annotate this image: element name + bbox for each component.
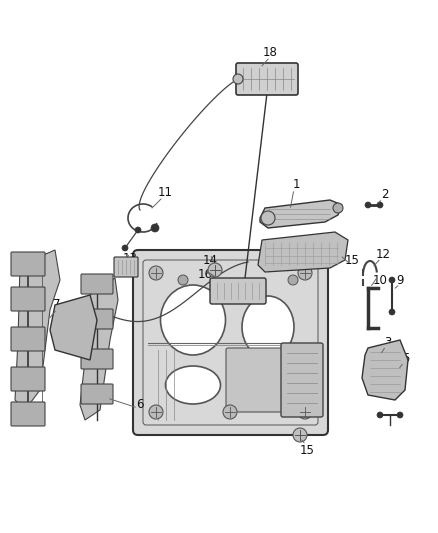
Polygon shape <box>15 250 60 410</box>
Circle shape <box>151 224 159 232</box>
FancyBboxPatch shape <box>281 343 323 417</box>
FancyBboxPatch shape <box>114 257 138 277</box>
FancyBboxPatch shape <box>11 402 45 426</box>
Ellipse shape <box>242 296 294 358</box>
Text: 10: 10 <box>373 273 388 287</box>
Text: 6: 6 <box>136 399 144 411</box>
FancyBboxPatch shape <box>236 63 298 95</box>
FancyBboxPatch shape <box>11 287 45 311</box>
Text: 15: 15 <box>300 443 314 456</box>
FancyBboxPatch shape <box>81 309 113 329</box>
FancyBboxPatch shape <box>226 348 300 412</box>
Circle shape <box>397 412 403 418</box>
Text: 15: 15 <box>345 254 360 266</box>
Text: 16: 16 <box>198 269 212 281</box>
Circle shape <box>223 405 237 419</box>
Circle shape <box>389 309 395 315</box>
Text: 12: 12 <box>375 248 391 262</box>
Circle shape <box>135 227 141 233</box>
Text: 7: 7 <box>53 298 61 311</box>
Circle shape <box>389 277 395 283</box>
Polygon shape <box>362 340 408 400</box>
FancyBboxPatch shape <box>11 367 45 391</box>
Polygon shape <box>260 200 342 228</box>
FancyBboxPatch shape <box>11 327 45 351</box>
Polygon shape <box>80 278 118 420</box>
Text: 2: 2 <box>381 189 389 201</box>
Ellipse shape <box>247 375 289 405</box>
FancyBboxPatch shape <box>81 349 113 369</box>
FancyBboxPatch shape <box>11 252 45 276</box>
Circle shape <box>298 405 312 419</box>
Text: 3: 3 <box>384 335 392 349</box>
Circle shape <box>298 266 312 280</box>
Text: 5: 5 <box>403 351 410 365</box>
Circle shape <box>365 202 371 208</box>
Circle shape <box>377 202 383 208</box>
Text: 18: 18 <box>262 45 277 59</box>
Text: 13: 13 <box>123 252 138 264</box>
Circle shape <box>293 428 307 442</box>
Circle shape <box>261 211 275 225</box>
Ellipse shape <box>160 285 226 355</box>
Circle shape <box>377 412 383 418</box>
Polygon shape <box>50 295 97 360</box>
Circle shape <box>333 203 343 213</box>
Ellipse shape <box>166 366 220 404</box>
Text: 11: 11 <box>158 187 173 199</box>
Text: 1: 1 <box>292 179 300 191</box>
FancyBboxPatch shape <box>81 274 113 294</box>
Text: 9: 9 <box>396 273 404 287</box>
Circle shape <box>149 266 163 280</box>
Circle shape <box>208 263 222 277</box>
FancyBboxPatch shape <box>133 250 328 435</box>
FancyBboxPatch shape <box>210 278 266 304</box>
Circle shape <box>149 405 163 419</box>
FancyBboxPatch shape <box>81 384 113 404</box>
Polygon shape <box>258 232 348 272</box>
Circle shape <box>233 74 243 84</box>
Text: 14: 14 <box>202 254 218 266</box>
Circle shape <box>122 245 128 251</box>
Circle shape <box>178 275 188 285</box>
Circle shape <box>288 275 298 285</box>
